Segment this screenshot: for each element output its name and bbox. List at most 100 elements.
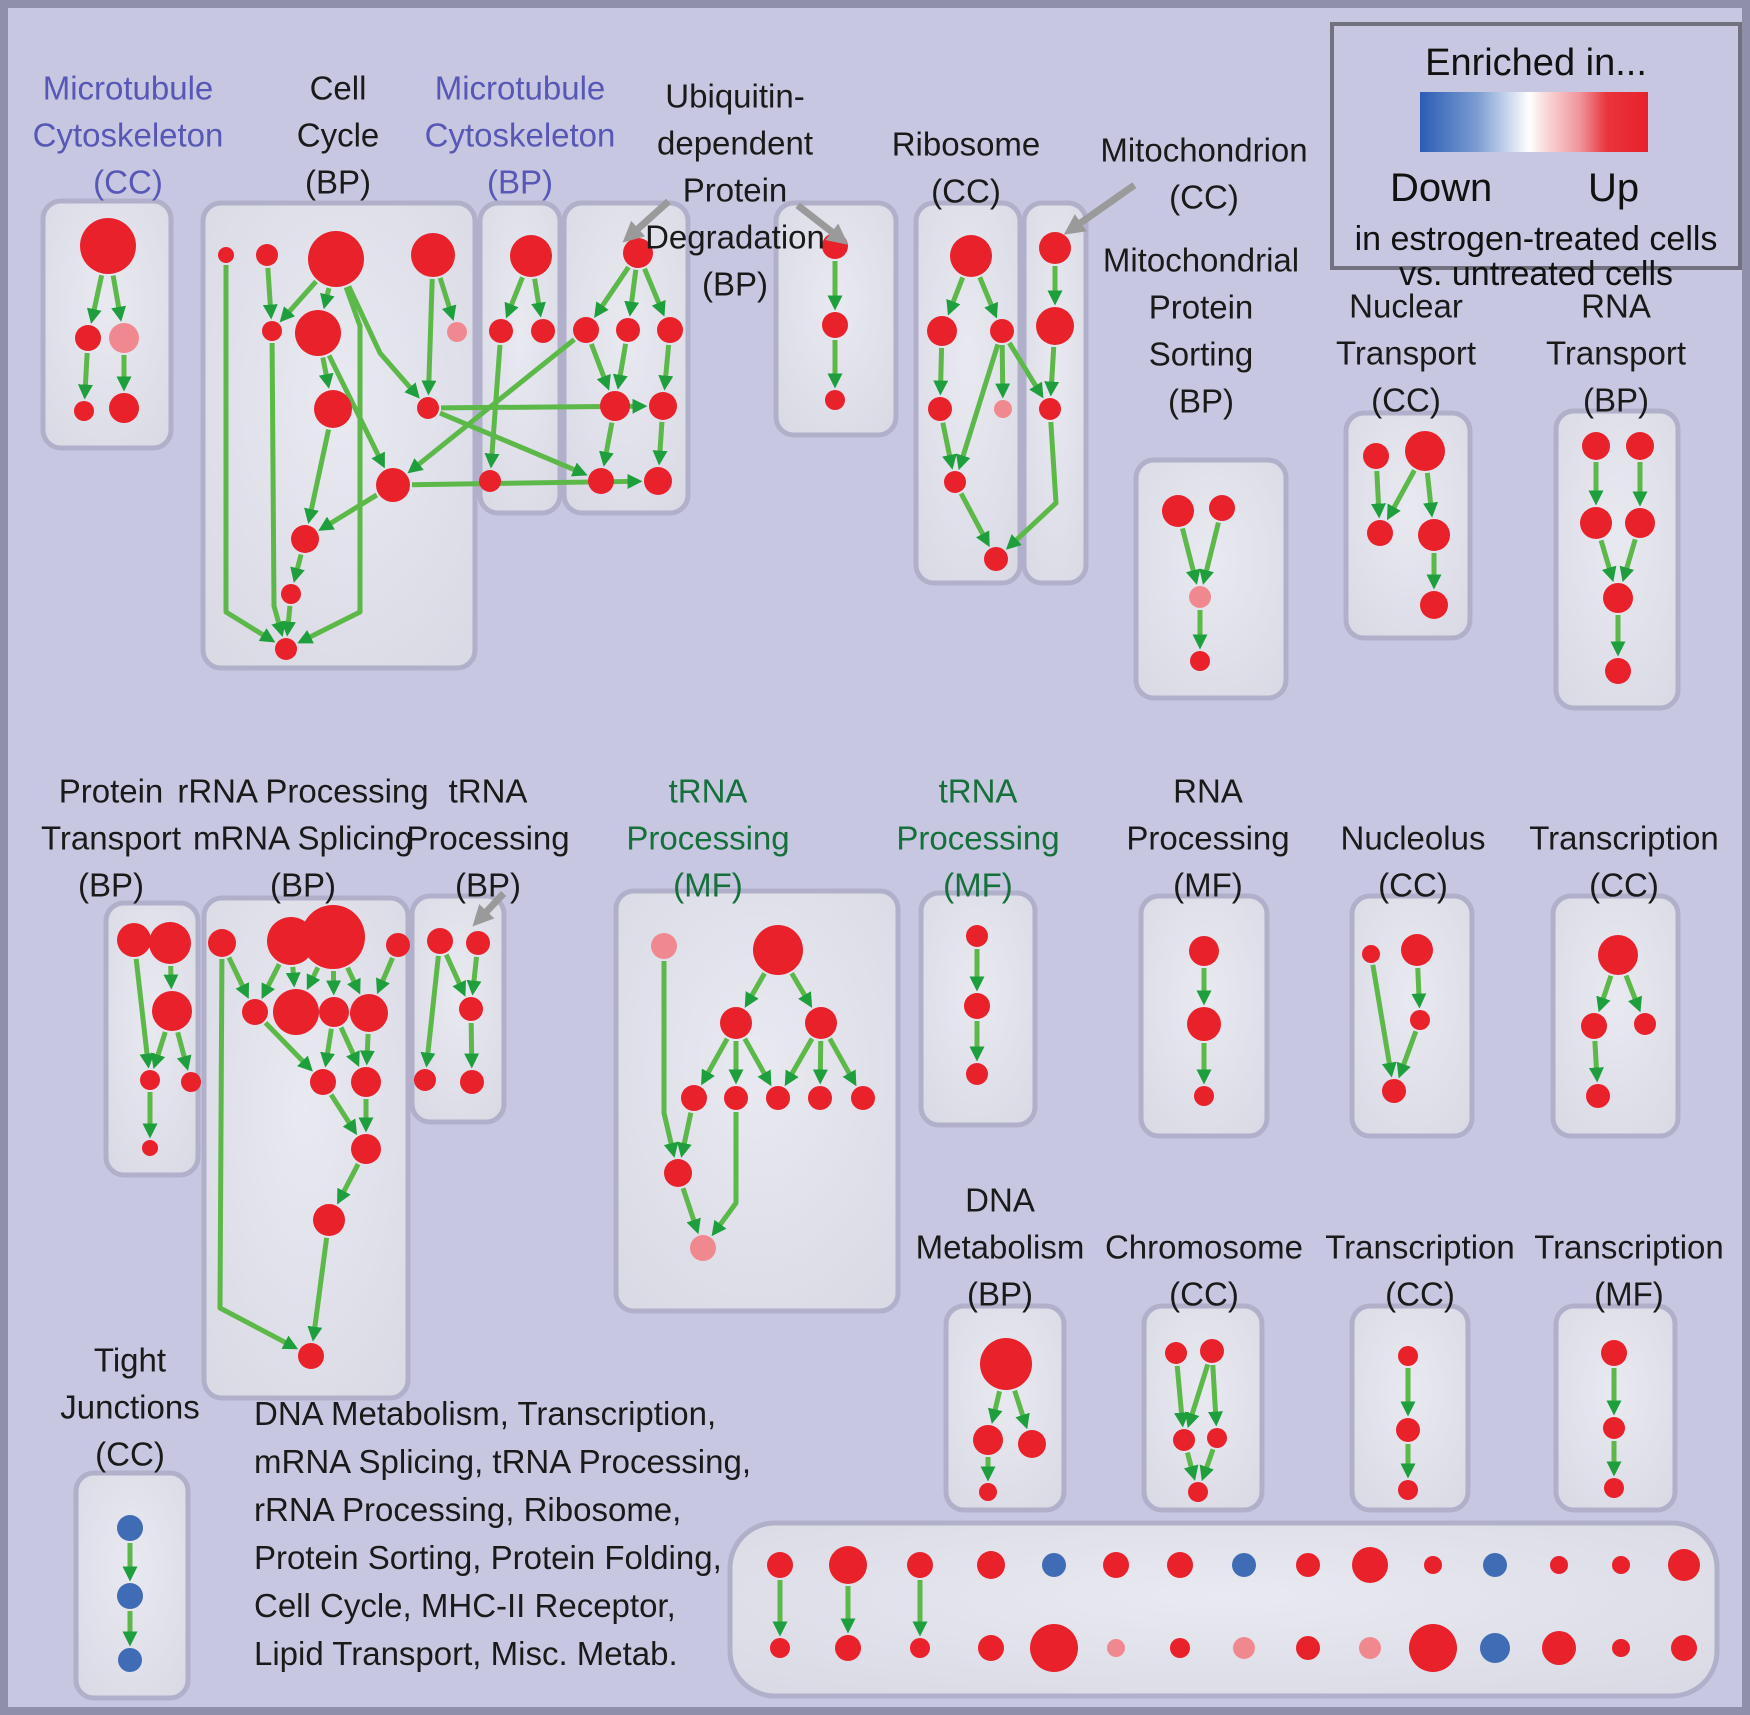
edge: [226, 956, 250, 999]
cluster-label-rrna-processing-mrna-splicing-bp: (BP): [270, 867, 336, 904]
cluster-label-mitochondrial-protein-sorting-bp: Protein: [1149, 289, 1254, 326]
node-transcription-cc-mid: [1634, 1013, 1656, 1035]
misc-categories-note: DNA Metabolism, Transcription, mRNA Spli…: [254, 1395, 752, 1672]
edge: [1174, 1365, 1189, 1428]
cluster-label-transcription-cc-bottom: Transcription: [1325, 1229, 1515, 1266]
node-cell-cycle-bp: [308, 231, 364, 287]
cluster-label-trna-processing-mf-large: (MF): [673, 867, 743, 904]
edge: [624, 269, 640, 317]
node-protein-transport-bp: [152, 991, 192, 1031]
strip-node-top: [767, 1552, 793, 1578]
node-rrna-processing-mrna-splicing-bp: [298, 1343, 324, 1369]
cluster-label-trna-processing-bp: (BP): [455, 867, 521, 904]
node-mitochondrial-protein-sorting-bp: [1189, 586, 1211, 608]
node-transcription-mf: [1601, 1340, 1627, 1366]
edge: [297, 286, 363, 644]
node-protein-transport-bp: [149, 922, 191, 964]
node-protein-transport-bp: [117, 923, 151, 957]
node-nuclear-transport-cc: [1405, 431, 1445, 471]
node-rna-processing-mf: [1194, 1086, 1214, 1106]
edge: [133, 958, 155, 1069]
node-nucleolus-cc: [1362, 945, 1380, 963]
node-trna-processing-mf-large: [724, 1086, 748, 1110]
node-transcription-cc-mid: [1586, 1084, 1610, 1108]
node-nuclear-transport-cc: [1420, 591, 1448, 619]
node-transcription-cc-bottom: [1398, 1480, 1418, 1500]
node-nuclear-transport-cc: [1363, 443, 1389, 469]
node-trna-processing-mf-large: [651, 933, 677, 959]
legend-subtitle-line1: in estrogen-treated cells: [1354, 220, 1718, 258]
node-transcription-mf: [1603, 1417, 1625, 1439]
node-cell-cycle-bp: [262, 321, 282, 341]
node-trna-processing-mf-large: [720, 1007, 752, 1039]
node-transcription-mf: [1604, 1478, 1624, 1498]
cluster-box-mitochondrial-protein-sorting-bp: [1133, 457, 1289, 701]
cluster-label-rna-processing-mf: Processing: [1126, 820, 1289, 857]
node-ubiquitin-degradation-bp: [657, 317, 683, 343]
strip-node-bottom: [1170, 1638, 1190, 1658]
node-ubiquitin-degradation-bp: [649, 392, 677, 420]
node-nuclear-transport-cc: [1418, 519, 1450, 551]
edge: [86, 274, 105, 324]
node-ribosome-cc: [928, 397, 952, 421]
cluster-label-microtubule-cytoskeleton-cc: Cytoskeleton: [33, 117, 224, 154]
strip-node-top: [1296, 1553, 1320, 1577]
edge: [995, 344, 1011, 399]
strip-node-bottom: [1480, 1633, 1510, 1663]
edge: [77, 352, 93, 400]
cluster-label-microtubule-cytoskeleton-cc: Microtubule: [43, 70, 214, 107]
cluster-label-rna-processing-mf: (MF): [1173, 867, 1243, 904]
node-protein-transport-bp: [140, 1070, 160, 1090]
node-rna-transport-bp: [1605, 658, 1631, 684]
edge: [110, 275, 126, 322]
strip-node-bottom: [910, 1638, 930, 1658]
strip-node-top: [1232, 1553, 1256, 1577]
node-microtubule-cytoskeleton-cc: [74, 401, 94, 421]
edge: [320, 1028, 335, 1068]
node-rna-transport-bp: [1603, 583, 1633, 613]
node-cell-cycle-bp: [218, 247, 234, 263]
strip-node-top: [1550, 1556, 1568, 1574]
node-microtubule-cytoskeleton-cc: [80, 218, 136, 274]
node-rrna-processing-mrna-splicing-bp: [310, 1069, 336, 1095]
strip-node-bottom: [1233, 1637, 1255, 1659]
edge: [376, 956, 395, 995]
cluster-label-rna-processing-mf: RNA: [1173, 773, 1243, 810]
cluster-label-transcription-cc-mid: Transcription: [1529, 820, 1719, 857]
edge: [958, 492, 990, 548]
cluster-label-nuclear-transport-cc: (CC): [1371, 382, 1441, 419]
edge: [677, 1112, 694, 1158]
cluster-box-microtubule-cytoskeleton-cc: [40, 198, 174, 451]
node-rna-transport-bp: [1625, 508, 1655, 538]
edge: [1423, 472, 1438, 518]
cluster-label-transcription-mf: Transcription: [1534, 1229, 1724, 1266]
edge: [642, 267, 666, 317]
strip-node-bottom: [1107, 1639, 1125, 1657]
node-ubiquitin-degradation-chain: [822, 312, 848, 338]
node-nucleolus-cc: [1401, 934, 1433, 966]
node-transcription-cc-mid: [1598, 935, 1638, 975]
strip-node-bottom: [770, 1638, 790, 1658]
node-trna-processing-bp: [466, 931, 490, 955]
node-nucleolus-cc: [1382, 1079, 1406, 1103]
node-microtubule-cytoskeleton-cc: [75, 325, 101, 351]
edge: [504, 276, 525, 319]
edge: [599, 422, 615, 467]
edge: [318, 357, 334, 389]
edge: [304, 429, 332, 524]
cluster-label-nuclear-transport-cc: Transport: [1336, 335, 1476, 372]
strip-node-bottom: [835, 1635, 861, 1661]
edge: [175, 1031, 192, 1071]
cluster-label-mitochondrial-protein-sorting-bp: Sorting: [1149, 336, 1254, 373]
node-microtubule-cytoskeleton-bp: [479, 470, 501, 492]
strip-node-bottom: [1542, 1631, 1576, 1665]
edge: [262, 267, 278, 320]
node-trna-processing-mf-large: [851, 1086, 875, 1110]
node-trna-processing-mf-small: [964, 993, 990, 1019]
cluster-label-trna-processing-bp: Processing: [406, 820, 569, 857]
node-chromosome-cc: [1173, 1429, 1195, 1451]
node-rna-transport-bp: [1582, 432, 1610, 460]
cluster-label-microtubule-cytoskeleton-cc: (CC): [93, 164, 163, 201]
edge: [1619, 538, 1638, 583]
edge: [345, 966, 361, 995]
